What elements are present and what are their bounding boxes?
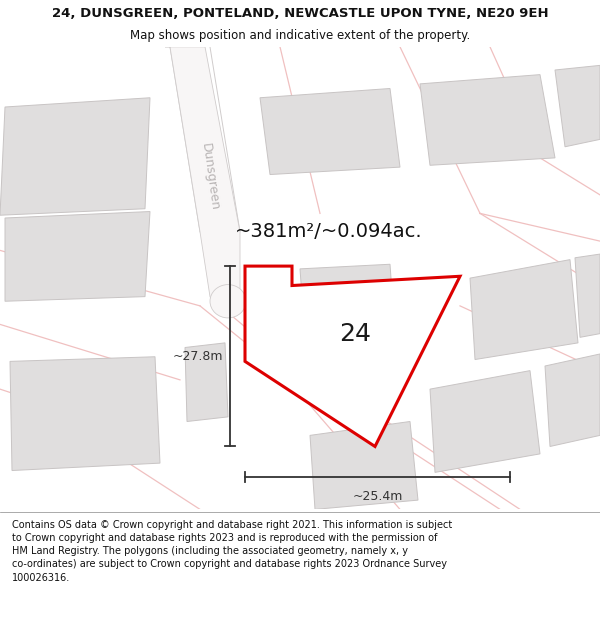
Polygon shape bbox=[310, 421, 418, 509]
Text: Map shows position and indicative extent of the property.: Map shows position and indicative extent… bbox=[130, 29, 470, 42]
Polygon shape bbox=[300, 264, 395, 338]
Text: 24: 24 bbox=[339, 322, 371, 346]
Polygon shape bbox=[5, 211, 150, 301]
Text: ~27.8m: ~27.8m bbox=[173, 350, 223, 362]
Text: Contains OS data © Crown copyright and database right 2021. This information is : Contains OS data © Crown copyright and d… bbox=[12, 520, 452, 582]
Polygon shape bbox=[260, 89, 400, 174]
Polygon shape bbox=[545, 354, 600, 446]
Polygon shape bbox=[10, 357, 160, 471]
Polygon shape bbox=[245, 266, 460, 446]
Text: 24, DUNSGREEN, PONTELAND, NEWCASTLE UPON TYNE, NE20 9EH: 24, DUNSGREEN, PONTELAND, NEWCASTLE UPON… bbox=[52, 7, 548, 19]
Polygon shape bbox=[555, 66, 600, 147]
Polygon shape bbox=[420, 74, 555, 165]
Text: Dunsgreen: Dunsgreen bbox=[199, 142, 221, 211]
Polygon shape bbox=[470, 259, 578, 359]
Circle shape bbox=[210, 284, 246, 318]
Text: ~25.4m: ~25.4m bbox=[352, 490, 403, 503]
Text: ~381m²/~0.094ac.: ~381m²/~0.094ac. bbox=[235, 222, 422, 241]
Polygon shape bbox=[430, 371, 540, 472]
Polygon shape bbox=[575, 254, 600, 338]
Polygon shape bbox=[165, 47, 240, 315]
Polygon shape bbox=[185, 343, 228, 421]
Polygon shape bbox=[0, 98, 150, 215]
